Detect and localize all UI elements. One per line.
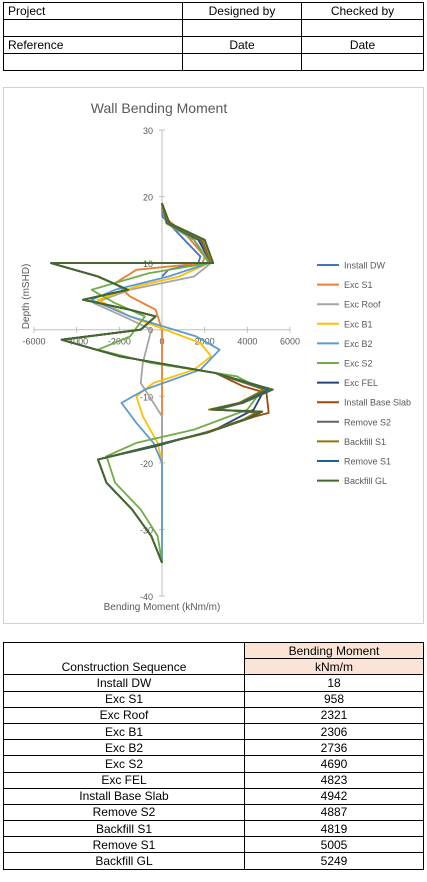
y-tick-label: 20 — [143, 193, 153, 203]
date-label-designed: Date — [182, 36, 302, 54]
stage-cell: Exc S2 — [3, 755, 245, 773]
legend-label: Remove S2 — [344, 417, 391, 427]
table-row: Remove S2 4887 — [3, 803, 424, 822]
legend-label: Exc Roof — [344, 300, 381, 310]
header-table: Project Designed by Checked by Reference… — [3, 2, 424, 71]
y-tick-label: -20 — [140, 459, 153, 469]
legend-label: Install Base Slab — [344, 398, 411, 408]
moment-cell: 958 — [244, 690, 424, 708]
legend-label: Exc B1 — [344, 319, 373, 329]
y-axis-title: Depth (mSHD) — [21, 264, 32, 330]
reference-label: Reference — [3, 36, 183, 54]
stage-cell: Remove S2 — [3, 803, 245, 822]
table-row: Exc B2 2736 — [3, 739, 424, 757]
series-line — [97, 203, 213, 563]
units-header: kNm/m — [244, 658, 424, 676]
moment-cell: 4942 — [244, 787, 424, 805]
checked-by-label: Checked by — [301, 2, 424, 20]
table-row: Backfill S1 4819 — [3, 820, 424, 838]
designed-by-value — [182, 19, 302, 37]
table-row: Install Base Slab 4942 — [3, 787, 424, 805]
table-row: Remove S1 5005 — [3, 836, 424, 854]
stage-cell: Exc B1 — [3, 722, 245, 741]
table-row: Install DW 18 — [3, 674, 424, 692]
date-label-checked: Date — [301, 36, 424, 54]
x-tick-label: 4000 — [237, 337, 257, 347]
table-row: Exc B1 2306 — [3, 722, 424, 741]
reference-value — [3, 53, 183, 71]
x-tick-label: -6000 — [22, 337, 45, 347]
stage-cell: Install DW — [3, 674, 245, 692]
checked-by-value — [301, 19, 424, 37]
series-line — [90, 203, 264, 563]
moment-cell: 2736 — [244, 739, 424, 757]
moment-cell: 4819 — [244, 820, 424, 838]
date-value-checked — [301, 53, 424, 71]
construction-sequence-header: Construction Sequence — [3, 641, 245, 676]
chart-panel: Wall Bending Moment 30 20 10 0 -10 -20 -30 -40 -6… — [3, 87, 424, 624]
chart-title: Wall Bending Moment — [91, 100, 228, 116]
table-row: Backfill GL 5249 — [3, 852, 424, 870]
legend-label: Exc FEL — [344, 378, 378, 388]
bending-moment-chart: Wall Bending Moment3020100-10-20-30-40-6… — [21, 100, 411, 613]
y-tick-label: 30 — [143, 126, 153, 136]
x-tick-label: 6000 — [280, 337, 300, 347]
date-value-designed — [182, 53, 302, 71]
stage-cell: Backfill GL — [3, 852, 245, 870]
x-tick-label: -4000 — [65, 337, 88, 347]
y-tick-label: -10 — [140, 392, 153, 402]
moment-cell: 5005 — [244, 836, 424, 854]
stage-cell: Remove S1 — [3, 836, 245, 854]
series-line — [114, 203, 206, 563]
stage-cell: Exc FEL — [3, 771, 245, 789]
x-axis-title: Bending Moment (kNm/m) — [104, 602, 221, 613]
legend-label: Exc S1 — [344, 280, 373, 290]
moment-cell: 5249 — [244, 852, 424, 870]
stage-cell: Backfill S1 — [3, 820, 245, 838]
project-value — [3, 19, 183, 37]
series-line — [50, 202, 266, 564]
legend-label: Exc B2 — [344, 339, 373, 349]
designed-by-label: Designed by — [182, 2, 302, 20]
series-line — [50, 202, 266, 564]
table-row: Exc FEL 4823 — [3, 771, 424, 789]
results-table: Construction Sequence Bending Moment kNm… — [3, 641, 424, 870]
y-tick-label: 10 — [143, 259, 153, 269]
legend-label: Backfill S1 — [344, 437, 386, 447]
moment-cell: 2321 — [244, 706, 424, 724]
moment-cell: 4823 — [244, 771, 424, 789]
series-line — [50, 202, 270, 564]
legend-label: Exc S2 — [344, 359, 373, 369]
legend-label: Install DW — [344, 261, 386, 271]
y-tick-label: -40 — [140, 592, 153, 602]
project-label: Project — [3, 2, 183, 20]
legend-label: Backfill GL — [344, 476, 387, 486]
series-line — [50, 202, 266, 564]
stage-cell: Exc S1 — [3, 690, 245, 708]
stage-cell: Exc B2 — [3, 739, 245, 757]
table-row: Exc Roof 2321 — [3, 706, 424, 724]
stage-cell: Exc Roof — [3, 706, 245, 724]
bending-moment-header: Bending Moment — [244, 641, 424, 660]
stage-cell: Install Base Slab — [3, 787, 245, 805]
legend-label: Remove S1 — [344, 457, 391, 467]
table-row: Exc S2 4690 — [3, 755, 424, 773]
moment-cell: 4887 — [244, 803, 424, 822]
moment-cell: 4690 — [244, 755, 424, 773]
moment-cell: 2306 — [244, 722, 424, 741]
table-row: Exc S1 958 — [3, 690, 424, 708]
moment-cell: 18 — [244, 674, 424, 692]
series-line — [50, 202, 274, 564]
